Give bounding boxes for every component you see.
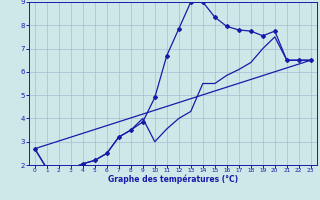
X-axis label: Graphe des températures (°C): Graphe des températures (°C): [108, 175, 238, 184]
